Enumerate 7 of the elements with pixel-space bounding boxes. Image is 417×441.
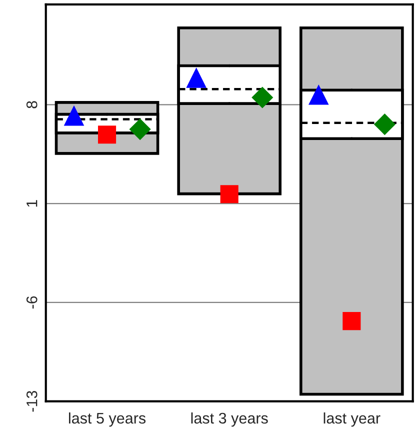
y-tick-label: 1 xyxy=(26,200,38,207)
x-tick-label: last 5 years xyxy=(69,412,146,427)
y-tick-label: 8 xyxy=(26,101,38,108)
y-tick-label: -13 xyxy=(26,390,38,412)
y-tick-label: -6 xyxy=(26,296,38,309)
x-tick-label: last year xyxy=(324,412,380,427)
x-tick-label: last 3 years xyxy=(191,412,268,427)
